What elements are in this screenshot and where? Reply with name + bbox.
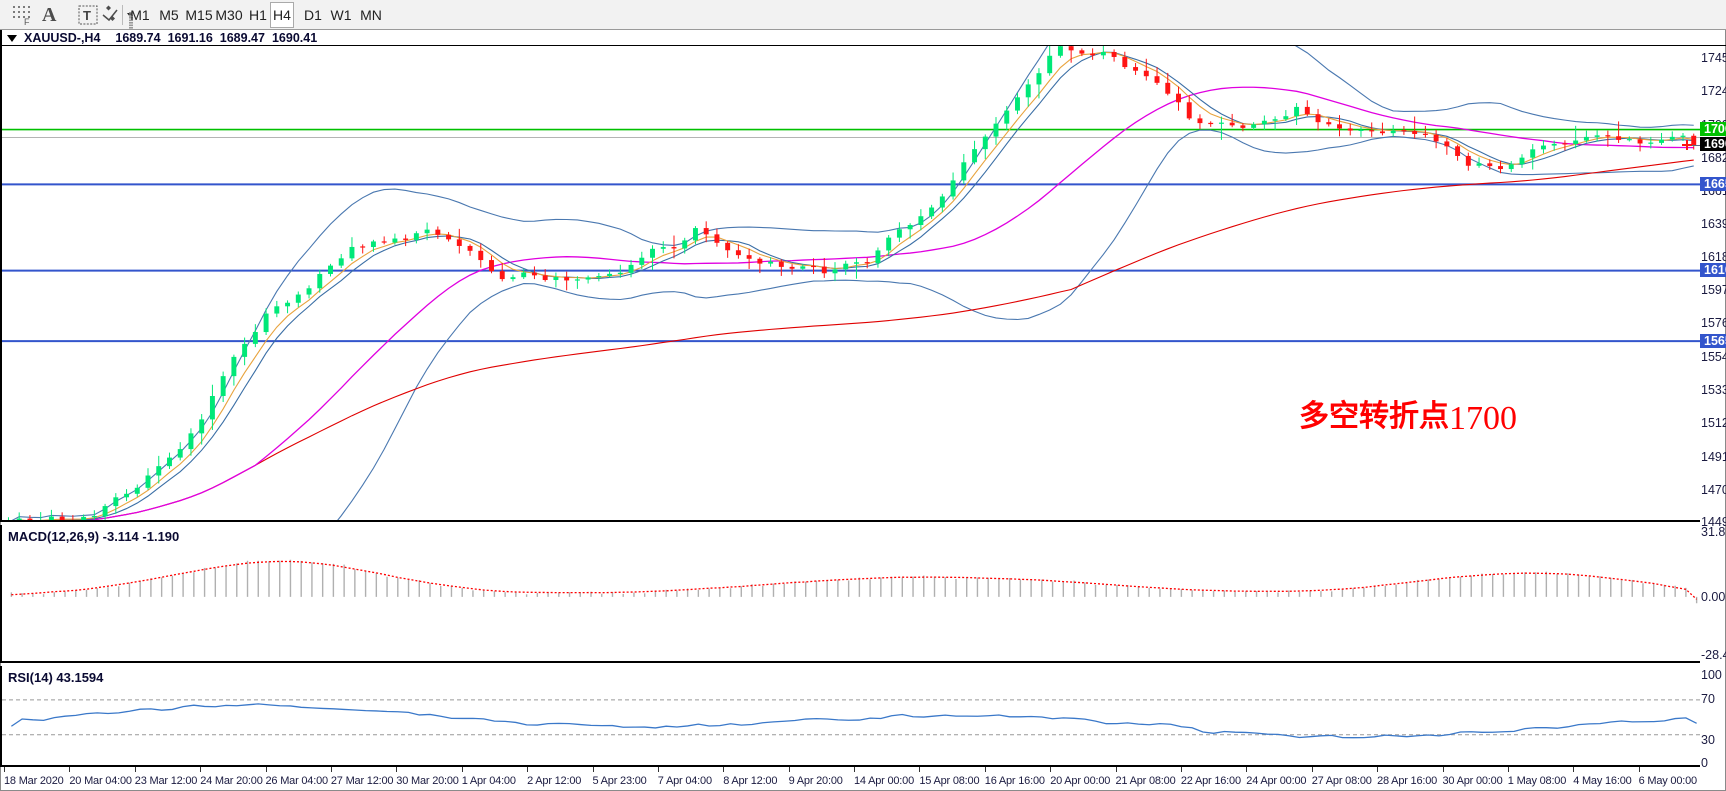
svg-text:F: F: [24, 17, 30, 26]
svg-text:T: T: [83, 8, 91, 23]
